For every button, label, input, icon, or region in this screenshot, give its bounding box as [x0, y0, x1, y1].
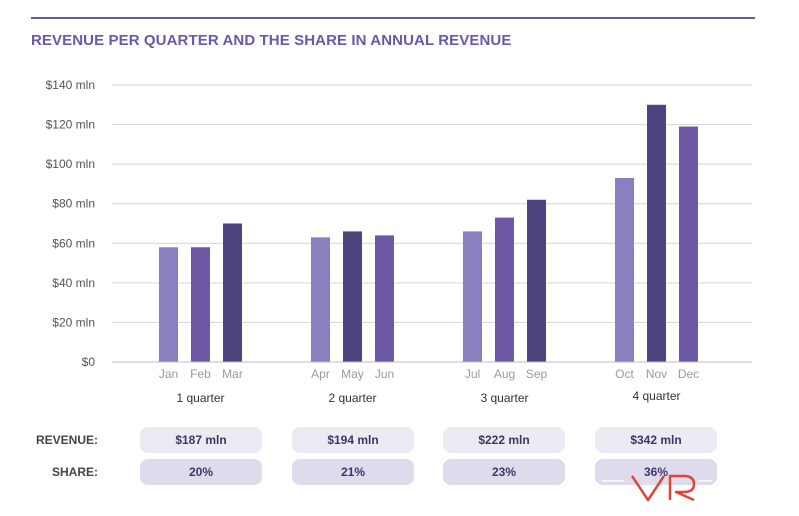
bar — [495, 217, 514, 362]
chart-title: REVENUE PER QUARTER AND THE SHARE IN ANN… — [31, 32, 512, 49]
x-tick-label: Mar — [222, 367, 243, 381]
y-tick-label: $120 mln — [46, 118, 95, 132]
bar — [343, 231, 362, 362]
bar — [223, 223, 242, 362]
bar — [375, 235, 394, 362]
x-tick-label: Nov — [646, 367, 667, 381]
y-tick-label: $40 mln — [52, 276, 95, 290]
share-row-label: SHARE: — [51, 465, 98, 479]
share-q2: 21% — [292, 459, 414, 485]
quarter-label: 2 quarter — [328, 391, 376, 405]
x-tick-label: Jul — [465, 367, 480, 381]
bar — [463, 231, 482, 362]
y-tick-label: $60 mln — [52, 236, 95, 250]
x-tick-label: Apr — [311, 367, 330, 381]
chart: $0 $20 mln $40 mln $60 mln $80 mln $100 mln $1… — [46, 78, 752, 405]
y-tick-label: $20 mln — [52, 315, 95, 329]
quarter-label: 1 quarter — [176, 391, 224, 405]
x-tick-label: Aug — [494, 367, 515, 381]
quarter-label: 4 quarter — [632, 389, 680, 403]
bar — [527, 199, 546, 362]
x-tick-label: Jan — [159, 367, 178, 381]
x-tick-label: Jun — [375, 367, 394, 381]
bar — [191, 247, 210, 362]
quarter-label: 3 quarter — [480, 391, 528, 405]
bar — [615, 177, 634, 362]
x-tick-label: Feb — [190, 367, 211, 381]
share-q1: 20% — [140, 459, 262, 485]
y-tick-label: $100 mln — [46, 157, 95, 171]
bar — [679, 126, 698, 362]
y-tick-label: $80 mln — [52, 197, 95, 211]
top-rule — [31, 17, 755, 19]
vr-logo-icon — [602, 474, 712, 502]
bar — [647, 104, 666, 363]
y-tick-label: $140 mln — [46, 78, 95, 92]
x-tick-label: Dec — [678, 367, 699, 381]
x-tick-label: Oct — [615, 367, 634, 381]
revenue-q2: $194 mln — [292, 427, 414, 453]
revenue-q4: $342 mln — [595, 427, 717, 453]
bar — [159, 247, 178, 362]
share-q3: 23% — [443, 459, 565, 485]
revenue-q3: $222 mln — [443, 427, 565, 453]
revenue-q1: $187 mln — [140, 427, 262, 453]
x-tick-label: May — [341, 367, 364, 381]
revenue-row-label: REVENUE: — [35, 433, 98, 447]
y-tick-label: $0 — [82, 355, 96, 369]
x-tick-label: Sep — [526, 367, 548, 381]
bar — [311, 237, 330, 362]
